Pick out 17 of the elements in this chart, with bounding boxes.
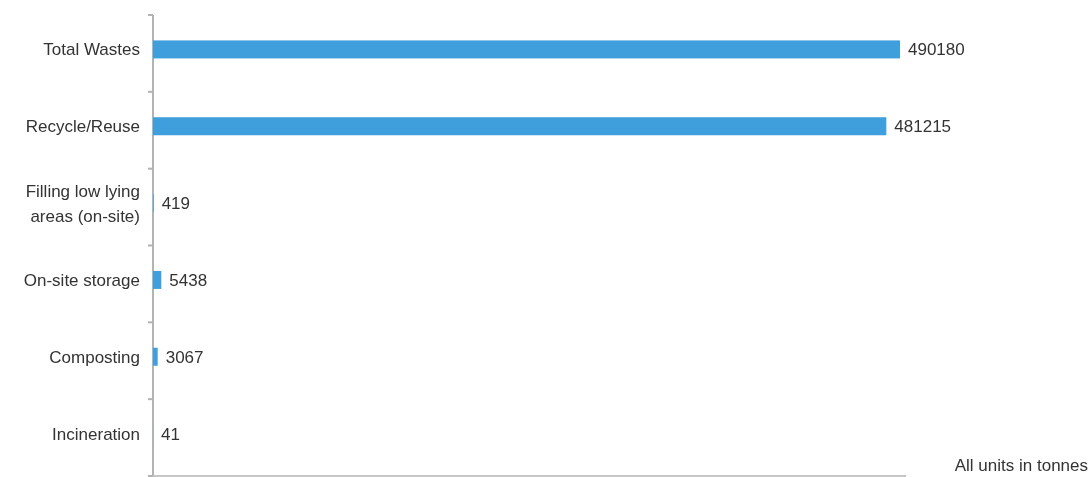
- data-label: 41: [161, 424, 180, 444]
- y-tick-label: Filling low lying areas (on-site): [25, 181, 140, 226]
- bar: [153, 117, 887, 136]
- data-label: 419: [161, 194, 191, 214]
- text: All units in tonnes: [954, 456, 1088, 475]
- y-tick-label: Recycle/Reuse: [25, 117, 140, 137]
- data-label: 5438: [169, 270, 208, 290]
- bar: [153, 347, 158, 366]
- bar: [153, 270, 162, 289]
- data-label: 490180: [908, 40, 965, 60]
- y-tick-label: Composting: [49, 347, 140, 367]
- y-tick-label: Total Wastes: [43, 40, 140, 60]
- data-label: 3067: [165, 347, 204, 367]
- bar: [153, 40, 900, 59]
- y-tick-label: Incineration: [52, 424, 140, 444]
- y-tick-label: On-site storage: [23, 270, 140, 290]
- data-label: 481215: [894, 117, 952, 137]
